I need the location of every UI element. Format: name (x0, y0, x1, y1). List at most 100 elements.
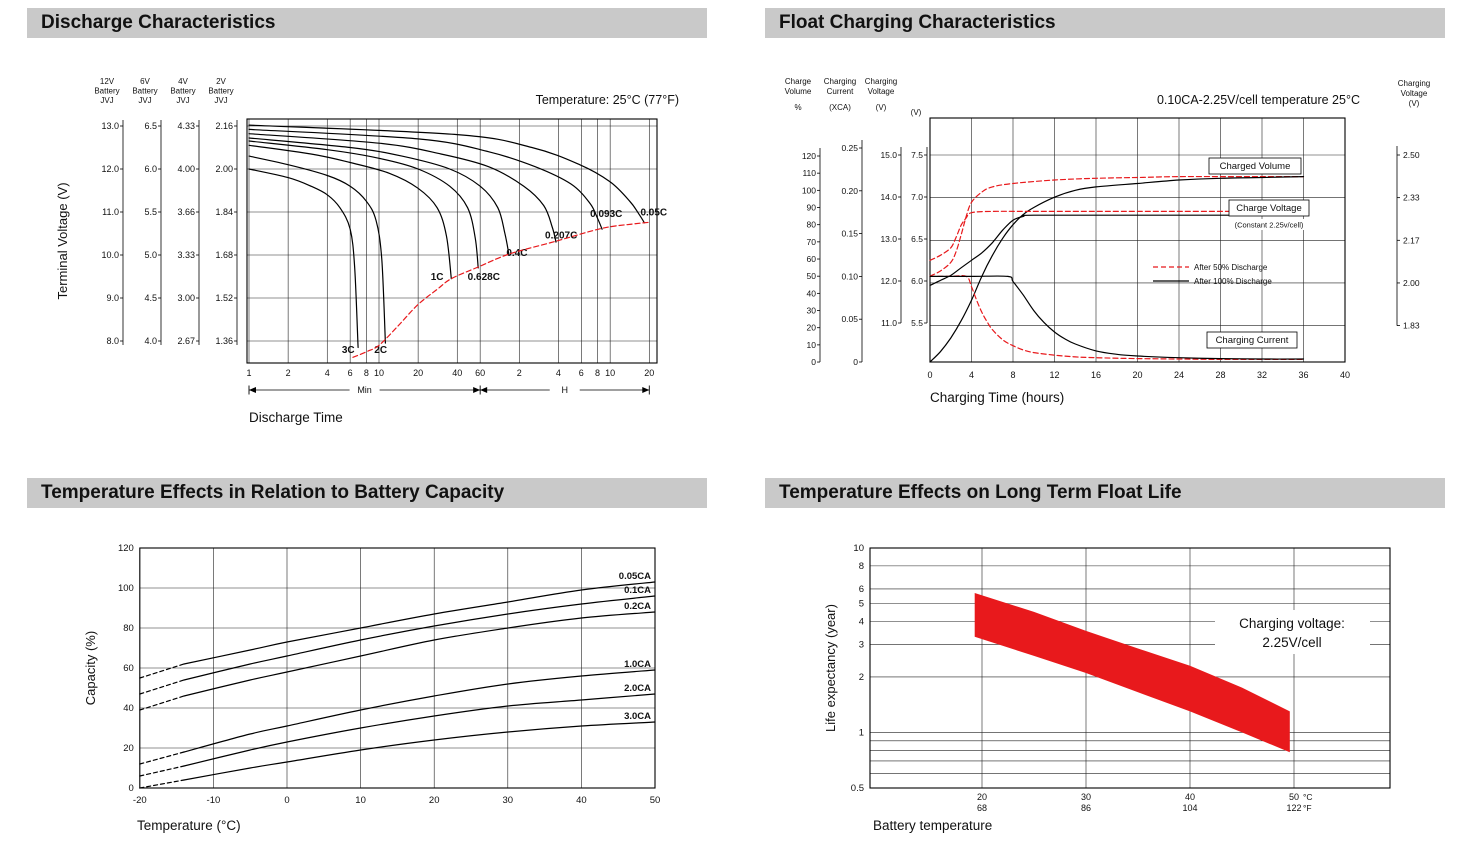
series-label: 0.2CA (624, 601, 651, 612)
annotation-charging-voltage: Charging voltage: (1239, 616, 1345, 631)
axis-col-header: Charging (865, 77, 897, 86)
x-axis-title: Battery temperature (873, 818, 992, 833)
x-tick-label: 30 (503, 795, 514, 806)
x-tick-label: -20 (133, 795, 147, 806)
axis-tick-label: 6.5 (144, 121, 157, 131)
arrowhead-icon (473, 387, 481, 393)
axis-col-header: Battery (94, 87, 119, 96)
axis-col-header: Charging (824, 77, 856, 86)
capacity-curve-2.0CA-dashed (139, 765, 185, 777)
axis-tick-label: 2.16 (215, 121, 233, 131)
y-axis-title: Terminal Voltage (V) (55, 182, 70, 299)
x-tick-label: 40 (452, 368, 462, 378)
y-tick-label: 5 (859, 599, 864, 610)
x-tick-label: 50 (650, 795, 661, 806)
y-tick-label: 1 (859, 727, 864, 738)
axis-col-unit: (XCA) (829, 103, 851, 112)
discharge-characteristics-chart: 12VBatteryJVJ13.012.011.010.09.08.06VBat… (55, 77, 679, 425)
axis-tick-label: 120 (802, 151, 816, 161)
float-charging-chart: ChargeVolume%120110100908070605040302010… (785, 77, 1431, 405)
plot-border (869, 547, 1391, 789)
axis-tick-label: 10 (807, 340, 817, 350)
y-tick-label: 8 (859, 561, 864, 572)
series-label: 3C (342, 345, 355, 356)
x-tick-label: 0 (284, 795, 289, 806)
x-axis-title: Temperature (°C) (137, 818, 241, 833)
y-tick-label: 100 (118, 583, 134, 594)
plot-border (929, 117, 1346, 363)
x-tick-label: 24 (1174, 370, 1184, 380)
series-label-box (1208, 157, 1302, 175)
charging-current-after-100pct (929, 275, 1305, 360)
capacity-curve-3.0CA (183, 721, 656, 781)
y-tick-label: 80 (123, 623, 134, 634)
axis-tick-label: 11.0 (102, 207, 119, 217)
x-tick-label: 8 (595, 368, 600, 378)
celsius-unit-label: °C (1303, 792, 1313, 802)
x-tick-label: -10 (207, 795, 221, 806)
capacity-curve-0.05CA-dashed (139, 663, 185, 679)
series-label: 0.05C (640, 207, 667, 218)
cutoff-voltage-curve (352, 221, 650, 358)
x-tick-label: 0 (927, 370, 932, 380)
temperature-note: Temperature: 25°C (77°F) (536, 93, 679, 107)
axis-col-header: Battery (132, 87, 157, 96)
x-tick-label: 36 (1298, 370, 1308, 380)
x-tick-label-fahrenheit: 86 (1081, 803, 1091, 813)
plot-border (139, 547, 656, 789)
series-label: 0.1CA (624, 585, 651, 596)
x-tick-label: 6 (348, 368, 353, 378)
x-tick-label-fahrenheit: 122 (1286, 803, 1301, 813)
y-tick-label: 40 (123, 703, 134, 714)
x-tick-label: 12 (1049, 370, 1059, 380)
time-unit-label: H (561, 385, 568, 395)
axis-tick-label: 5.5 (144, 207, 157, 217)
axis-tick-label: 1.36 (215, 336, 233, 346)
series-label: Charged Volume (1220, 161, 1291, 172)
plot-border (246, 118, 658, 364)
axis-tick-label: 2.67 (177, 336, 195, 346)
axis-tick-label: 7.5 (911, 150, 923, 160)
capacity-curve-0.05CA (183, 581, 656, 665)
annotation-bg (1215, 610, 1370, 654)
time-unit-label: Min (357, 385, 372, 395)
axis-tick-label: 60 (807, 254, 817, 264)
charged-volume-after-100pct (929, 176, 1305, 363)
temperature-capacity-chart: 0 20 40 60 80 100 120 -20 -10 0 10 20 30 40 50 Capacity… (83, 543, 661, 833)
x-tick-label-celsius: 50 (1289, 792, 1299, 802)
axis-label-bg (349, 384, 380, 396)
axis-col-header: Battery (170, 87, 195, 96)
axis-tick-label: 40 (807, 288, 817, 298)
fahrenheit-unit-label: °F (1303, 803, 1312, 813)
axis-tick-label: 7.0 (911, 192, 923, 202)
axis-col-unit: (V) (876, 103, 887, 112)
y-tick-label: 3 (859, 639, 864, 650)
discharge-curve-0.4C (248, 137, 510, 256)
y-tick-label: 10 (853, 543, 864, 554)
x-tick-label: 20 (429, 795, 440, 806)
axis-tick-label: 0.10 (841, 271, 858, 281)
capacity-curve-0.2CA (183, 611, 656, 697)
series-label: 3.0CA (624, 711, 651, 722)
axis-tick-label: 2.00 (215, 164, 233, 174)
axis-col-header: Voltage (868, 87, 895, 96)
axis-tick-label: 5.5 (911, 318, 923, 328)
axis-tick-label: 0 (811, 357, 816, 367)
axis-tick-label: 0 (853, 357, 858, 367)
annotation-charging-voltage: 2.25V/cell (1262, 635, 1321, 650)
axis-tick-label: 9.0 (106, 293, 119, 303)
axis-col-header: JVJ (100, 96, 113, 105)
axis-col-header: Volume (785, 87, 812, 96)
discharge-curve-2C (248, 155, 386, 344)
x-tick-label-fahrenheit: 68 (977, 803, 987, 813)
x-tick-label: 40 (1340, 370, 1350, 380)
axis-col-header: Charge (785, 77, 812, 86)
y-tick-label: 0.5 (851, 783, 864, 794)
axis-tick-label: 3.66 (177, 207, 195, 217)
x-axis-title: Discharge Time (249, 410, 343, 425)
x-tick-label: 20 (413, 368, 423, 378)
axis-tick-label: 6.0 (911, 276, 923, 286)
discharge-curve-0.093C (248, 128, 603, 230)
x-tick-label-celsius: 40 (1185, 792, 1195, 802)
axis-tick-label: 6.0 (144, 164, 157, 174)
